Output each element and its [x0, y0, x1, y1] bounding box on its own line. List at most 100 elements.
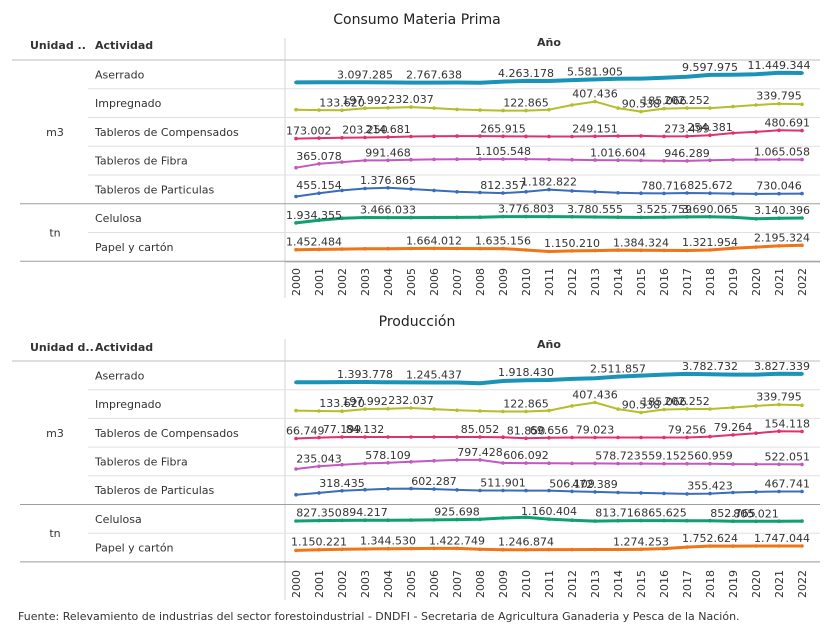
data-point [639, 373, 643, 378]
data-point [777, 372, 781, 376]
data-point [593, 519, 597, 523]
year-tick-label: 2022 [796, 570, 809, 598]
data-label: 560.959 [687, 450, 733, 463]
data-point [754, 130, 758, 134]
data-point [570, 377, 574, 381]
data-point [754, 431, 758, 436]
data-label: 79.264 [714, 421, 753, 434]
data-point [340, 247, 344, 251]
data-label: 1.105.548 [475, 145, 531, 158]
data-point [317, 247, 321, 252]
data-label: 1.160.404 [521, 505, 577, 518]
data-point [800, 157, 804, 162]
year-tick-label: 2008 [474, 268, 487, 296]
header-anio: Año [537, 338, 561, 351]
chart-panel-2: Producción Unidad d.. Actividad Año m3 Aserra… [12, 314, 820, 600]
data-point [777, 157, 781, 162]
series-row: Tableros de Particulas 318.435 602.287 511.… [88, 475, 820, 497]
data-label: 730.046 [756, 180, 802, 193]
data-label: 273.499 [664, 122, 710, 135]
data-point [478, 547, 482, 552]
data-point [777, 402, 781, 407]
data-point [501, 246, 505, 251]
data-label: 1.452.484 [286, 236, 342, 249]
data-point [708, 191, 712, 195]
data-point [662, 106, 666, 111]
data-point [662, 407, 666, 412]
data-point [708, 248, 712, 252]
data-point [777, 128, 781, 133]
data-label: 11.449.344 [748, 59, 811, 72]
data-point [363, 247, 367, 251]
data-label: 232.037 [388, 93, 434, 106]
data-point [478, 517, 482, 522]
data-point [294, 107, 298, 112]
data-label: 355.423 [687, 480, 733, 493]
data-point [478, 108, 482, 112]
data-point [432, 134, 436, 139]
year-tick-label: 2002 [336, 570, 349, 598]
data-point [524, 79, 528, 83]
data-point [294, 467, 298, 471]
year-tick-label: 2016 [658, 570, 671, 598]
data-label: 3.776.803 [498, 203, 554, 216]
data-point [547, 547, 551, 552]
data-point [363, 435, 367, 439]
data-point [616, 76, 620, 81]
data-label: 185.066 [641, 95, 687, 108]
data-point [478, 215, 482, 219]
data-point [455, 107, 459, 112]
data-point [639, 435, 643, 440]
data-point [570, 489, 574, 494]
data-point [363, 487, 367, 492]
data-point [478, 381, 482, 386]
data-point [570, 134, 574, 139]
data-point [363, 461, 367, 466]
data-point [386, 380, 390, 385]
data-point [616, 215, 620, 219]
data-point [547, 79, 551, 83]
data-point [639, 134, 643, 138]
data-label: 122.865 [503, 97, 549, 110]
data-point [593, 77, 597, 82]
data-point [501, 488, 505, 493]
data-point [340, 435, 344, 439]
data-point [547, 436, 551, 440]
data-point [800, 191, 804, 196]
data-point [294, 194, 298, 199]
data-label: 2.195.324 [754, 231, 810, 244]
year-tick-label: 2005 [405, 268, 418, 296]
data-point [317, 136, 321, 140]
data-point [593, 435, 597, 440]
data-point [639, 248, 643, 253]
data-point [547, 134, 551, 139]
year-tick-label: 2016 [658, 268, 671, 296]
data-point [294, 436, 298, 441]
year-tick-label: 2006 [428, 570, 441, 598]
data-point [662, 159, 666, 163]
data-point [294, 519, 298, 523]
series-row: Tableros de Fibra 365.078 991.468 1.105.548… [88, 145, 820, 170]
data-label: 197.992 [342, 94, 388, 107]
data-point [524, 248, 528, 252]
data-point [547, 517, 551, 521]
data-point [455, 435, 459, 439]
data-point [662, 461, 666, 466]
year-tick-label: 2014 [612, 268, 625, 296]
data-label: 90.538 [622, 98, 661, 111]
data-point [639, 410, 643, 415]
year-tick-label: 2017 [681, 268, 694, 296]
data-point [616, 248, 620, 252]
data-point [386, 186, 390, 190]
data-point [386, 246, 390, 251]
data-point [340, 188, 344, 193]
year-tick-label: 2013 [589, 570, 602, 598]
data-point [731, 246, 735, 250]
data-label: 852.765 [710, 507, 756, 520]
data-label: 578.723 [595, 450, 641, 463]
data-point [547, 408, 551, 413]
data-point [294, 136, 298, 141]
data-label: 2.511.857 [590, 363, 646, 376]
data-point [478, 81, 482, 85]
header-actividad: Actividad [95, 341, 153, 354]
